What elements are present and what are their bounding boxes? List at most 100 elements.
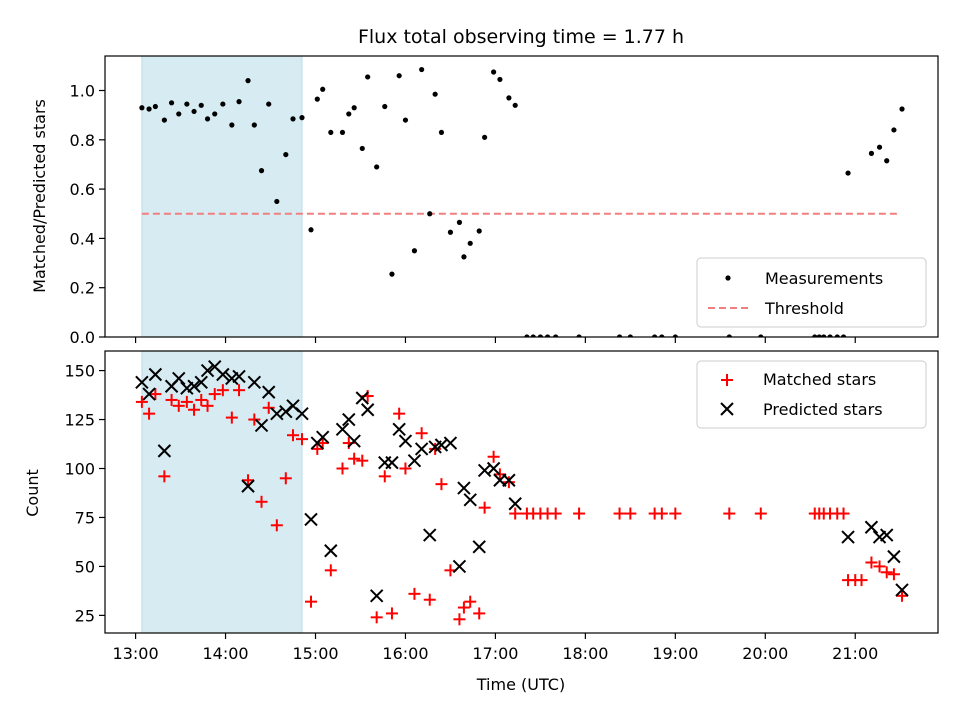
data-point [876, 144, 883, 150]
top-y-axis-label: Matched/Predicted stars [30, 99, 49, 293]
data-point [314, 96, 320, 102]
data-point [382, 103, 388, 110]
data-point [258, 168, 265, 174]
data-point [467, 240, 473, 246]
data-point [868, 150, 875, 156]
data-point [502, 473, 516, 487]
y-tick-label: 1.0 [70, 82, 95, 101]
data-point [172, 371, 186, 386]
top-panel: Flux total observing time = 1.77 h 0.00.… [30, 26, 939, 347]
data-point [392, 422, 406, 437]
data-point [573, 507, 586, 520]
data-point [473, 607, 486, 620]
data-point [251, 122, 257, 128]
data-point [311, 442, 324, 455]
data-point [896, 589, 909, 602]
data-point [447, 229, 454, 235]
data-point [408, 587, 421, 600]
data-point [146, 106, 152, 112]
data-point [290, 116, 296, 122]
data-point [576, 334, 582, 337]
data-point [336, 462, 349, 475]
x-tick-label: 16:00 [382, 644, 428, 663]
data-point [339, 129, 346, 136]
data-point [435, 478, 448, 491]
predicted-stars-legend-marker [720, 402, 734, 416]
bottom-panel: 25 50 75 100 125 150 13:00 14:00 15:00 16:00 17:00… [23, 350, 939, 694]
data-point [198, 102, 204, 108]
data-point [168, 100, 175, 106]
x-tick-label: 20:00 [742, 644, 788, 663]
data-point [452, 559, 467, 574]
data-point [216, 367, 230, 382]
data-point [427, 211, 433, 217]
data-point [486, 461, 501, 476]
data-point [195, 393, 208, 406]
y-tick-label: 0.6 [70, 180, 95, 199]
data-point [266, 101, 272, 107]
plot-content [139, 56, 905, 337]
data-point [399, 462, 412, 475]
y-tick-label: 75 [75, 508, 95, 527]
matched-stars-legend-label: Matched stars [763, 370, 876, 389]
data-point [827, 334, 833, 337]
x-axis-label: Time (UTC) [476, 675, 565, 694]
top-legend-frame [696, 257, 927, 328]
data-point [274, 198, 280, 205]
data-point [135, 375, 149, 390]
data-point [172, 399, 185, 412]
data-point [549, 507, 562, 520]
data-point [509, 507, 522, 520]
data-point [456, 219, 463, 225]
data-point [165, 393, 178, 406]
data-point [365, 74, 371, 80]
x-tick-label: 13:00 [113, 644, 159, 663]
data-point [659, 334, 665, 337]
data-point [191, 108, 197, 115]
x-tick-label: 15:00 [292, 644, 338, 663]
data-point [627, 334, 633, 337]
data-point [389, 271, 395, 277]
data-point [295, 406, 309, 421]
data-point [616, 334, 623, 337]
data-point [432, 91, 438, 97]
data-point [816, 334, 822, 337]
data-point [262, 385, 276, 399]
top-plot-area: 0.0 0.2 0.4 0.6 0.8 1.0 [70, 55, 939, 347]
data-point [887, 549, 901, 564]
data-point [624, 507, 637, 520]
data-point [283, 151, 289, 158]
data-point [229, 122, 235, 128]
data-point [142, 387, 156, 401]
data-point [262, 401, 275, 414]
data-point [356, 454, 369, 467]
bottom-legend-frame [696, 360, 927, 429]
data-point [553, 334, 559, 337]
plot-content [135, 351, 909, 633]
data-point [299, 115, 305, 121]
data-point [328, 129, 334, 136]
x-tick-label: 18:00 [562, 644, 608, 663]
series-predicted-stars [135, 359, 909, 603]
data-point [463, 493, 477, 507]
data-point [423, 593, 436, 606]
data-point [407, 453, 422, 468]
data-point [396, 73, 402, 79]
data-point [530, 334, 536, 337]
data-point [723, 507, 736, 520]
y-tick-label: 0.0 [70, 328, 95, 347]
bottom-plot-area: 25 50 75 100 125 150 13:00 14:00 15:00 16:00 17:00… [64, 350, 939, 663]
y-tick-label: 0.8 [70, 131, 95, 150]
data-point [472, 540, 486, 554]
data-point [184, 101, 190, 107]
data-point [305, 595, 318, 608]
data-point [287, 429, 300, 442]
bottom-y-axis-label: Count [23, 469, 42, 517]
y-tick-label: 100 [64, 460, 95, 479]
data-point [201, 399, 214, 412]
data-point [374, 164, 380, 170]
data-point [233, 384, 246, 397]
data-point [457, 481, 471, 495]
data-point [200, 363, 215, 378]
data-point [487, 450, 500, 463]
